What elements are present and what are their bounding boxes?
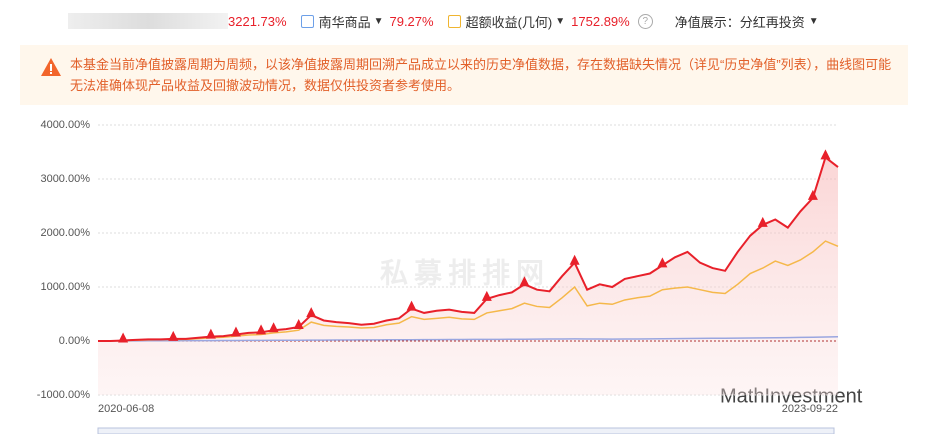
fund-return: 3221.73% [228,13,287,29]
event-marker [293,318,304,329]
legend-item[interactable]: 南华商品 [318,14,371,30]
help-icon[interactable]: ? [637,13,653,29]
event-marker [205,328,216,339]
event-marker [657,257,668,268]
event-marker [757,216,768,227]
display-select[interactable]: 分红再投资 [739,14,805,30]
warning-icon [41,58,61,76]
event-marker [230,326,241,337]
legend-item[interactable]: 超额收益(几何) [465,14,553,30]
y-tick-label: 0.00% [59,335,90,347]
excess-return: 1752.89% [571,13,630,29]
event-marker [256,324,267,335]
blurred-name [68,13,228,29]
event-marker [820,149,831,160]
y-tick-label: 2000.00% [40,227,90,239]
notice: 本基金当前净值披露周期为周频，以该净值披露周期回溯产品成立以来的历史净值数据，存… [20,45,908,105]
event-marker [807,189,818,200]
range-slider[interactable] [97,427,835,434]
watermark: 私募排排网 [380,257,550,288]
legend-bar: 3221.73% 南华商品 ▼ 79.27% 超额收益(几何) ▼ 1752.89%… [0,10,819,32]
series-line [97,335,839,342]
y-tick-label: 4000.00% [40,119,90,131]
benchmark-return: 79.27% [389,13,434,29]
x-tick-label: 2023-09-22 [782,403,838,415]
notice-text: 本基金当前净值披露周期为周频，以该净值披露周期回溯产品成立以来的历史净值数据，存… [70,57,892,93]
series-line [98,155,839,342]
event-marker [168,330,179,341]
series-line [98,240,839,342]
credit: MathInvestment [720,385,863,407]
event-marker [569,254,580,265]
checkbox[interactable] [300,14,314,28]
event-marker [118,332,129,343]
event-marker [268,322,279,333]
event-marker [306,307,317,318]
area [98,157,838,395]
x-tick-label: 2020-06-08 [98,403,154,415]
event-marker [519,276,530,287]
checkbox[interactable] [447,14,461,28]
display-label: 净值展示： [674,14,740,30]
event-marker [481,290,492,301]
y-tick-label: -1000.00% [37,389,90,401]
event-marker [406,300,417,311]
y-tick-label: 1000.00% [40,281,90,293]
y-tick-label: 3000.00% [40,173,90,185]
